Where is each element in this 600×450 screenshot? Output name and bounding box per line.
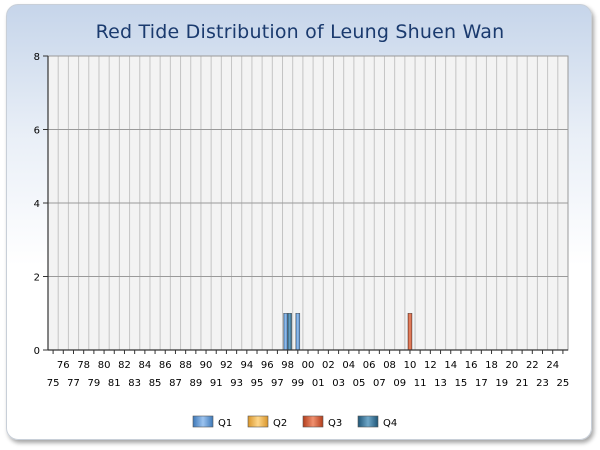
x-tick-label: 10 xyxy=(404,360,417,371)
x-tick-label: 89 xyxy=(189,378,202,389)
x-tick-label: 78 xyxy=(77,360,90,371)
x-tick-label: 92 xyxy=(220,360,233,371)
legend-swatch-q1 xyxy=(192,415,214,428)
x-tick-label: 96 xyxy=(261,360,274,371)
y-tick-label: 0 xyxy=(34,346,40,357)
grid-lines xyxy=(48,55,568,350)
x-tick-label: 12 xyxy=(424,360,437,371)
x-tick-label: 07 xyxy=(373,378,386,389)
legend-label-q3: Q3 xyxy=(328,418,342,429)
y-tick-label: 6 xyxy=(34,126,40,137)
x-tick-label: 87 xyxy=(169,378,182,389)
x-tick-label: 98 xyxy=(281,360,294,371)
x-tick-label: 75 xyxy=(47,378,60,389)
legend-swatch-q2 xyxy=(247,415,269,428)
x-tick-label: 23 xyxy=(536,378,549,389)
axes: 0246875767778798081828384858687888990919… xyxy=(34,52,570,389)
x-tick-label: 16 xyxy=(465,360,478,371)
legend-label-q2: Q2 xyxy=(273,418,287,429)
x-tick-label: 95 xyxy=(251,378,264,389)
legend: Q1 Q2 Q3 Q4 xyxy=(192,415,397,429)
x-tick-label: 83 xyxy=(128,378,141,389)
x-tick-label: 81 xyxy=(108,378,121,389)
x-tick-label: 14 xyxy=(444,360,457,371)
x-tick-label: 22 xyxy=(526,360,539,371)
y-tick-label: 2 xyxy=(34,273,40,284)
bar-q1-99 xyxy=(295,313,301,351)
x-tick-label: 91 xyxy=(210,378,223,389)
y-tick-label: 4 xyxy=(34,199,40,210)
x-tick-label: 88 xyxy=(179,360,192,371)
x-tick-label: 79 xyxy=(88,378,101,389)
x-tick-label: 03 xyxy=(332,378,345,389)
x-tick-label: 77 xyxy=(67,378,80,389)
x-tick-label: 21 xyxy=(516,378,529,389)
x-tick-label: 84 xyxy=(138,360,151,371)
x-tick-label: 90 xyxy=(200,360,213,371)
legend-label-q4: Q4 xyxy=(383,418,397,429)
bar-q1-98 xyxy=(283,313,288,351)
x-tick-label: 01 xyxy=(312,378,325,389)
x-tick-label: 11 xyxy=(414,378,427,389)
x-tick-label: 05 xyxy=(353,378,366,389)
bars xyxy=(283,313,413,351)
bar-q4-98 xyxy=(287,313,292,351)
x-tick-label: 00 xyxy=(302,360,315,371)
x-tick-label: 18 xyxy=(485,360,498,371)
bar-q3-10 xyxy=(407,313,413,351)
x-tick-label: 25 xyxy=(557,378,570,389)
x-tick-label: 76 xyxy=(57,360,70,371)
x-tick-label: 15 xyxy=(455,378,468,389)
x-tick-label: 19 xyxy=(495,378,508,389)
y-tick-label: 8 xyxy=(34,52,40,63)
x-tick-label: 06 xyxy=(363,360,376,371)
x-tick-label: 86 xyxy=(159,360,172,371)
x-tick-label: 85 xyxy=(149,378,162,389)
x-tick-label: 24 xyxy=(546,360,559,371)
x-tick-label: 93 xyxy=(230,378,243,389)
x-tick-label: 20 xyxy=(506,360,519,371)
x-tick-label: 17 xyxy=(475,378,488,389)
x-tick-label: 99 xyxy=(291,378,304,389)
chart-title: Red Tide Distribution of Leung Shuen Wan xyxy=(95,21,505,43)
x-tick-label: 82 xyxy=(118,360,131,371)
x-tick-label: 08 xyxy=(383,360,396,371)
x-tick-label: 97 xyxy=(271,378,284,389)
x-tick-label: 94 xyxy=(240,360,253,371)
x-tick-label: 09 xyxy=(393,378,406,389)
x-tick-label: 04 xyxy=(342,360,355,371)
x-tick-label: 13 xyxy=(434,378,447,389)
x-tick-label: 80 xyxy=(98,360,111,371)
legend-label-q1: Q1 xyxy=(218,418,232,429)
legend-swatch-q3 xyxy=(302,415,324,428)
x-tick-label: 02 xyxy=(322,360,335,371)
legend-swatch-q4 xyxy=(357,415,379,428)
